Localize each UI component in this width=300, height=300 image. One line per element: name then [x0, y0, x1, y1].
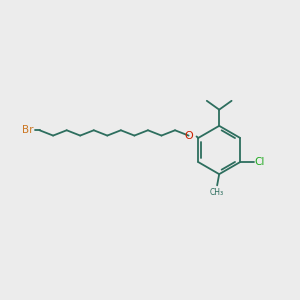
Text: Br: Br — [22, 125, 33, 135]
Text: O: O — [184, 130, 193, 141]
Text: Cl: Cl — [255, 157, 265, 167]
Text: CH₃: CH₃ — [210, 188, 224, 197]
